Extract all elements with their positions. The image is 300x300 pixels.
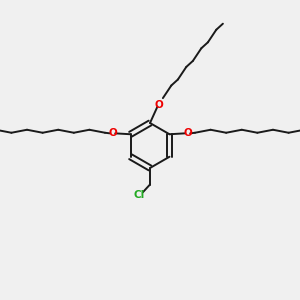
Text: O: O: [154, 100, 163, 110]
Text: Cl: Cl: [134, 190, 145, 200]
Text: O: O: [108, 128, 117, 138]
Text: O: O: [183, 128, 192, 138]
